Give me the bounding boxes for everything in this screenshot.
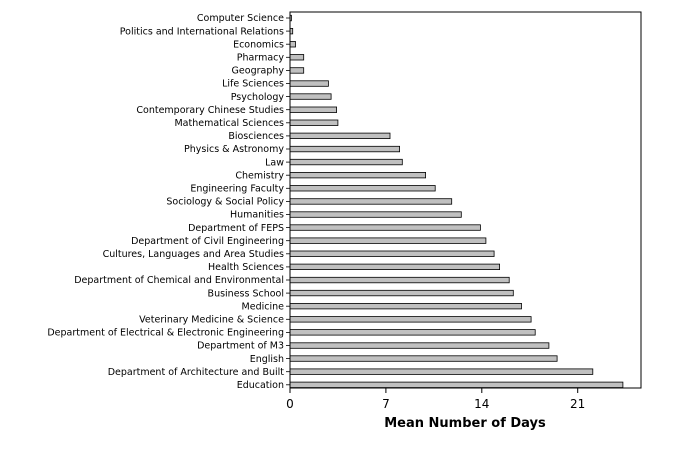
category-label-8: Mathematical Sciences: [174, 118, 284, 129]
bar-5: [289, 80, 329, 87]
bar-17: [289, 237, 487, 244]
bar-13: [289, 185, 436, 192]
category-label-28: Education: [237, 380, 284, 391]
x-axis-ticks: 0 7 14 21: [286, 17, 585, 411]
category-label-20: Department of Chemical and Environmental: [74, 275, 284, 286]
category-label-27: Department of Architecture and Built: [108, 367, 285, 378]
bar-25: [289, 342, 550, 349]
bar-21: [289, 289, 514, 297]
bar-4: [289, 67, 305, 74]
category-label-21: Business School: [208, 288, 284, 299]
category-label-15: Humanities: [230, 210, 284, 221]
category-label-25: Department of M3: [197, 341, 284, 352]
bar-3: [289, 54, 305, 61]
category-label-11: Law: [265, 157, 284, 168]
bar-10: [289, 145, 400, 153]
x-tick-label-2: 14: [474, 397, 489, 411]
x-axis-title: Mean Number of Days: [384, 416, 546, 431]
bar-2: [289, 41, 296, 48]
category-label-4: Geography: [232, 66, 285, 77]
bars-group: [289, 14, 624, 389]
bar-28: [289, 381, 624, 389]
category-label-24: Department of Electrical & Electronic En…: [47, 328, 284, 339]
category-label-7: Contemporary Chinese Studies: [136, 105, 284, 116]
x-tick-label-1: 7: [382, 397, 390, 411]
category-label-26: English: [250, 354, 284, 365]
category-label-22: Medicine: [242, 301, 285, 312]
bar-26: [289, 355, 558, 362]
category-label-0: Computer Science: [197, 13, 284, 24]
category-label-17: Department of Civil Engineering: [131, 236, 284, 247]
category-labels: Computer Science Politics and Internation…: [47, 13, 284, 391]
bar-7: [289, 106, 337, 113]
bar-15: [289, 211, 462, 218]
bar-9: [289, 132, 391, 140]
category-label-1: Politics and International Relations: [120, 26, 284, 37]
category-label-13: Engineering Faculty: [190, 184, 284, 195]
bar-20: [289, 276, 510, 284]
bar-6: [289, 93, 332, 100]
category-label-16: Department of FEPS: [188, 223, 284, 234]
bar-27: [289, 368, 594, 375]
bar-14: [289, 198, 453, 205]
category-label-23: Veterinary Medicine & Science: [139, 315, 284, 326]
category-label-5: Life Sciences: [222, 79, 284, 90]
bar-23: [289, 316, 532, 323]
category-label-14: Sociology & Social Policy: [166, 197, 284, 208]
plot-frame: [289, 11, 642, 389]
x-tick-label-3: 21: [570, 397, 585, 411]
category-label-10: Physics & Astronomy: [184, 144, 284, 155]
category-label-12: Chemistry: [235, 170, 284, 181]
bar-24: [289, 329, 536, 336]
category-label-2: Economics: [233, 39, 284, 50]
bar-16: [289, 224, 481, 231]
bar-11: [289, 158, 403, 166]
bar-12: [289, 171, 427, 179]
category-label-18: Cultures, Languages and Area Studies: [103, 249, 284, 260]
bar-22: [289, 302, 522, 310]
x-tick-label-0: 0: [286, 397, 294, 411]
bar-18: [289, 250, 495, 257]
category-label-6: Psychology: [231, 92, 285, 103]
bar-8: [289, 119, 339, 126]
category-label-9: Biosciences: [228, 131, 284, 142]
category-label-19: Health Sciences: [208, 262, 284, 273]
category-label-3: Pharmacy: [237, 53, 285, 64]
bar-19: [289, 263, 501, 271]
